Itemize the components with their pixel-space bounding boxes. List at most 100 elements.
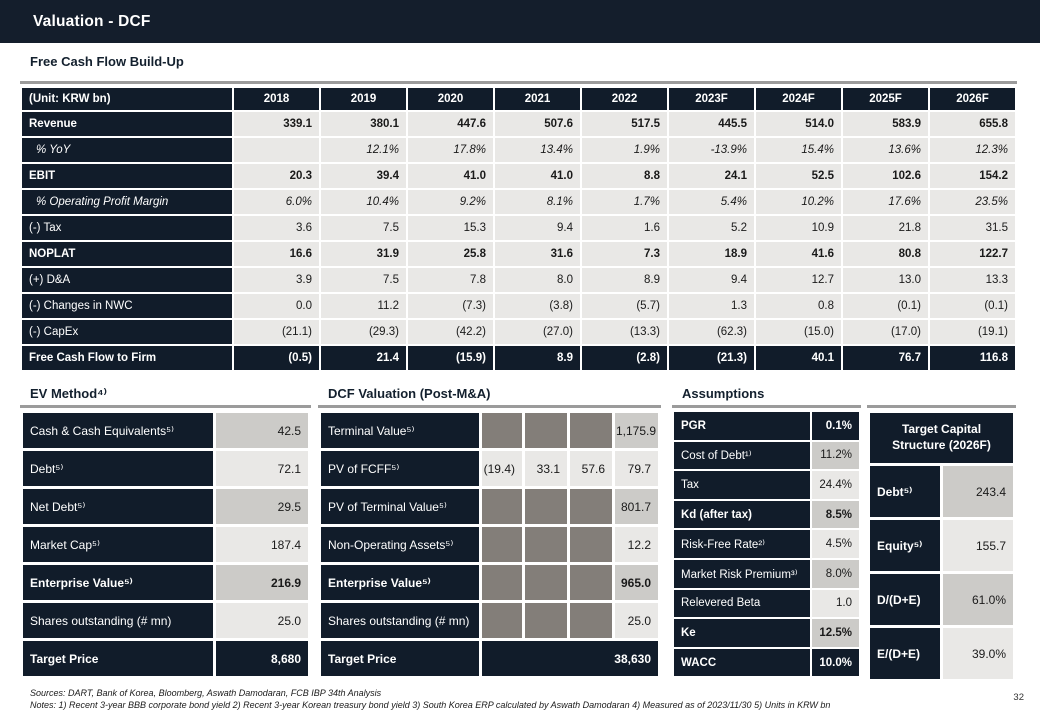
dcf-empty-cell	[570, 527, 612, 562]
fcf-value-cell: 15.4%	[756, 138, 841, 162]
dcf-empty-cell	[570, 603, 612, 638]
fcf-value-cell: 23.5%	[930, 190, 1015, 214]
ev-method-table: Cash & Cash Equivalents⁵⁾ 42.5 Debt⁵⁾ 72.1 N…	[20, 410, 311, 679]
dcf-row-value: 801.7	[615, 489, 658, 524]
fcf-value-cell: 9.4	[495, 216, 580, 240]
assumptions-row: Tax 24.4%	[674, 471, 859, 499]
dcf-row-value: 1,175.9	[615, 413, 658, 448]
dcf-valuation-section-title: DCF Valuation (Post-M&A)	[328, 386, 491, 401]
fcf-value-cell: 154.2	[930, 164, 1015, 188]
page-number: 32	[1013, 692, 1024, 703]
capital-structure-value: 155.7	[943, 520, 1013, 571]
dcf-valuation-row: Target Price 38,630	[321, 641, 658, 676]
fcf-value-cell: 1.9%	[582, 138, 667, 162]
fcf-value-cell: 9.4	[669, 268, 754, 292]
assumption-label: Cost of Debt¹⁾	[674, 441, 810, 470]
dcf-row-label: Non-Operating Assets⁵⁾	[321, 527, 479, 562]
assumption-label: PGR	[674, 412, 810, 440]
capital-structure-label: D/(D+E)	[870, 574, 940, 625]
fcf-value-cell: 339.1	[234, 112, 319, 136]
fcf-value-cell: 517.5	[582, 112, 667, 136]
dcf-empty-cell	[482, 413, 522, 448]
assumption-value: 10.0%	[812, 648, 859, 677]
fcf-value-cell: 0.0	[234, 294, 319, 318]
fcf-value-cell: 25.8	[408, 242, 493, 266]
fcf-value-cell: (15.9)	[408, 346, 493, 370]
fcf-value-cell: 11.2	[321, 294, 406, 318]
fcf-value-cell: 8.9	[582, 268, 667, 292]
fcf-header-row: (Unit: KRW bn) 2018 2019 2020 2021 2022 2023F 2…	[22, 88, 1015, 110]
fcf-table: (Unit: KRW bn) 2018 2019 2020 2021 2022 2023F 2…	[20, 86, 1017, 372]
dcf-row-label: PV of FCFF⁵⁾	[321, 451, 479, 486]
dcf-empty-cell	[525, 603, 567, 638]
dcf-pv-cell: 33.1	[525, 451, 567, 486]
fcf-value-cell: 1.6	[582, 216, 667, 240]
dcf-row-label: Terminal Value⁵⁾	[321, 413, 479, 448]
fcf-value-cell: (42.2)	[408, 320, 493, 344]
dcf-empty-cell	[482, 527, 522, 562]
footer-notes: Notes: 1) Recent 3-year BBB corporate bo…	[30, 700, 831, 710]
dcf-empty-cell	[482, 603, 522, 638]
fcf-row-label: (-) Changes in NWC	[22, 294, 232, 318]
capital-structure-table: Target Capital Structure (2026F) Debt⁵⁾ 24…	[867, 410, 1016, 682]
capital-structure-value: 61.0%	[943, 574, 1013, 625]
fcf-value-cell: 31.9	[321, 242, 406, 266]
fcf-year-header: 2019	[321, 88, 406, 110]
fcf-value-cell: 8.8	[582, 164, 667, 188]
slide-header: Valuation - DCF	[0, 0, 1040, 43]
fcf-value-cell: (21.3)	[669, 346, 754, 370]
fcf-value-cell: 80.8	[843, 242, 928, 266]
capital-structure-row: D/(D+E) 61.0%	[870, 574, 1013, 625]
fcf-year-header: 2020	[408, 88, 493, 110]
fcf-value-cell: -13.9%	[669, 138, 754, 162]
dcf-valuation-row: Terminal Value⁵⁾ 1,175.9	[321, 413, 658, 448]
assumption-value: 8.5%	[812, 500, 859, 529]
ev-method-row-label: Target Price	[23, 641, 213, 676]
fcf-value-cell: 17.6%	[843, 190, 928, 214]
fcf-value-cell: 13.4%	[495, 138, 580, 162]
slide-title: Valuation - DCF	[33, 12, 151, 30]
assumptions-row: Cost of Debt¹⁾ 11.2%	[674, 441, 859, 470]
fcf-row: (-) Changes in NWC 0.0 11.2 (7.3) (3.8) (5.7)…	[22, 294, 1015, 318]
assumptions-row: PGR 0.1%	[674, 412, 859, 440]
dcf-empty-cell	[525, 489, 567, 524]
assumption-label: Tax	[674, 471, 810, 499]
ev-method-row: Enterprise Value⁵⁾ 216.9	[23, 565, 308, 600]
dcf-empty-cell	[570, 489, 612, 524]
fcf-value-cell: 39.4	[321, 164, 406, 188]
fcf-row-label: % YoY	[22, 138, 232, 162]
dcf-empty-cell	[525, 565, 567, 600]
assumptions-row: WACC 10.0%	[674, 648, 859, 677]
fcf-value-cell: 7.3	[582, 242, 667, 266]
fcf-value-cell: (0.1)	[930, 294, 1015, 318]
dcf-valuation-table: Terminal Value⁵⁾ 1,175.9 PV of FCFF⁵⁾ (19.4…	[318, 410, 661, 679]
fcf-value-cell: 7.8	[408, 268, 493, 292]
dcf-empty-cell	[570, 413, 612, 448]
fcf-row-label: EBIT	[22, 164, 232, 188]
dcf-row-value: 12.2	[615, 527, 658, 562]
fcf-value-cell: 10.4%	[321, 190, 406, 214]
assumption-value: 0.1%	[812, 412, 859, 440]
capital-structure-row: Debt⁵⁾ 243.4	[870, 466, 1013, 517]
assumptions-row: Kd (after tax) 8.5%	[674, 500, 859, 529]
fcf-value-cell: 583.9	[843, 112, 928, 136]
ev-method-row-value: 72.1	[216, 451, 308, 486]
fcf-section-title: Free Cash Flow Build-Up	[30, 54, 184, 69]
assumptions-row: Market Risk Premium³⁾ 8.0%	[674, 559, 859, 588]
dcf-row-label: Shares outstanding (# mn)	[321, 603, 479, 638]
capital-structure-row: Equity⁵⁾ 155.7	[870, 520, 1013, 571]
capital-structure-header-row: Target Capital Structure (2026F)	[870, 413, 1013, 463]
fcf-row-label: (+) D&A	[22, 268, 232, 292]
dcf-valuation-row: Enterprise Value⁵⁾ 965.0	[321, 565, 658, 600]
dcf-valuation-row: PV of FCFF⁵⁾ (19.4) 33.1 57.6 79.7	[321, 451, 658, 486]
dcf-row-value: 79.7	[615, 451, 658, 486]
fcf-value-cell: 12.7	[756, 268, 841, 292]
assumptions-row: Relevered Beta 1.0	[674, 589, 859, 618]
fcf-value-cell: 5.4%	[669, 190, 754, 214]
fcf-value-cell: (17.0)	[843, 320, 928, 344]
fcf-value-cell: (27.0)	[495, 320, 580, 344]
ev-method-row-label: Market Cap⁵⁾	[23, 527, 213, 562]
fcf-value-cell: 21.4	[321, 346, 406, 370]
fcf-value-cell: 655.8	[930, 112, 1015, 136]
dcf-target-price-value: 38,630	[482, 641, 658, 676]
